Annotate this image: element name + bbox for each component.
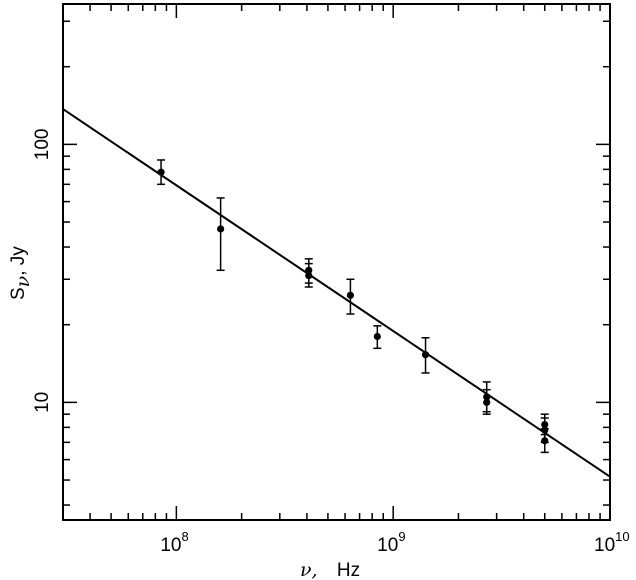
data-point bbox=[305, 271, 313, 280]
data-point bbox=[421, 351, 430, 359]
x-axis-label: ν, Hz bbox=[300, 559, 360, 580]
y-tick-label: 100 bbox=[32, 129, 53, 161]
marks-layer bbox=[62, 108, 611, 478]
ticks-layer bbox=[62, 4, 611, 520]
x-tick-label: 109 bbox=[377, 529, 405, 556]
data-point bbox=[541, 437, 549, 445]
x-tick-label: 1010 bbox=[594, 529, 630, 556]
x-axis-symbol: ν, bbox=[300, 559, 318, 580]
x-tick-label: 108 bbox=[160, 529, 188, 556]
data-point bbox=[217, 225, 225, 233]
data-point bbox=[373, 332, 381, 341]
y-axis-unit: , Jy bbox=[8, 246, 29, 276]
plot-frame bbox=[62, 3, 611, 521]
data-point bbox=[157, 168, 165, 176]
data-point bbox=[346, 291, 355, 299]
y-axis-symbol: S bbox=[8, 287, 29, 300]
fit-line bbox=[62, 108, 611, 478]
y-axis-label: Sν, Jy bbox=[8, 246, 34, 300]
x-axis-unit: Hz bbox=[337, 560, 360, 580]
y-axis-subscript: ν bbox=[12, 275, 34, 287]
data-point bbox=[483, 398, 491, 406]
y-tick-label: 10 bbox=[32, 392, 53, 413]
